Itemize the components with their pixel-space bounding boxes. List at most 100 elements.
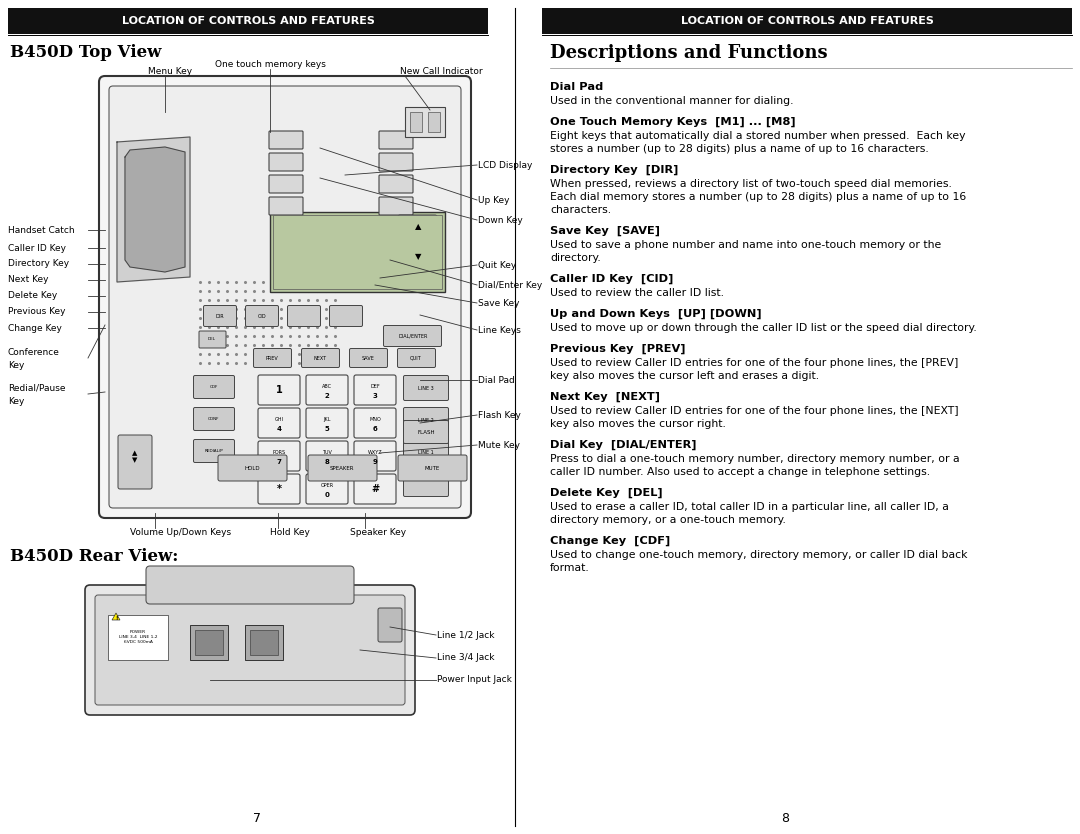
Text: Used to change one-touch memory, directory memory, or caller ID dial back: Used to change one-touch memory, directo… xyxy=(550,550,968,560)
FancyBboxPatch shape xyxy=(306,474,348,504)
FancyBboxPatch shape xyxy=(218,455,287,481)
Text: CONF: CONF xyxy=(208,417,219,421)
Text: Used to review Caller ID entries for one of the four phone lines, the [NEXT]: Used to review Caller ID entries for one… xyxy=(550,406,959,416)
Text: 0: 0 xyxy=(325,492,329,498)
Bar xyxy=(190,625,228,660)
Text: 5: 5 xyxy=(325,426,329,432)
FancyBboxPatch shape xyxy=(379,175,413,193)
FancyBboxPatch shape xyxy=(350,349,388,368)
Text: 9: 9 xyxy=(373,459,377,465)
Text: 4: 4 xyxy=(276,426,282,432)
Text: ▲: ▲ xyxy=(415,223,421,232)
Text: B450D Top View: B450D Top View xyxy=(10,44,161,61)
Bar xyxy=(245,625,283,660)
FancyBboxPatch shape xyxy=(354,375,396,405)
FancyBboxPatch shape xyxy=(301,349,339,368)
Text: Used to erase a caller ID, total caller ID in a particular line, all caller ID, : Used to erase a caller ID, total caller … xyxy=(550,502,949,512)
FancyBboxPatch shape xyxy=(269,153,303,171)
FancyBboxPatch shape xyxy=(269,197,303,215)
Text: DIR: DIR xyxy=(216,314,225,319)
Text: Change Key: Change Key xyxy=(8,324,62,333)
Text: HOLD: HOLD xyxy=(244,465,260,470)
Text: Key: Key xyxy=(8,396,25,405)
FancyBboxPatch shape xyxy=(95,595,405,705)
Text: Volume Up/Down Keys: Volume Up/Down Keys xyxy=(130,528,231,537)
Text: New Call Indicator: New Call Indicator xyxy=(400,67,483,76)
Text: 1: 1 xyxy=(275,385,282,395)
FancyBboxPatch shape xyxy=(397,349,435,368)
Text: MUTE: MUTE xyxy=(424,465,440,470)
Bar xyxy=(273,215,442,289)
Bar xyxy=(270,212,445,292)
Text: PORS: PORS xyxy=(272,450,285,455)
Text: Used in the conventional manner for dialing.: Used in the conventional manner for dial… xyxy=(550,96,794,106)
Text: Previous Key  [PREV]: Previous Key [PREV] xyxy=(550,344,686,354)
FancyBboxPatch shape xyxy=(269,175,303,193)
Text: Press to dial a one-touch memory number, directory memory number, or a: Press to dial a one-touch memory number,… xyxy=(550,454,960,464)
Bar xyxy=(8,8,488,34)
Text: One touch memory keys: One touch memory keys xyxy=(215,60,325,69)
Text: Each dial memory stores a number (up to 28 digits) plus a name of up to 16: Each dial memory stores a number (up to … xyxy=(550,192,967,202)
Text: ▼: ▼ xyxy=(415,253,421,262)
Text: Line 3/4 Jack: Line 3/4 Jack xyxy=(437,654,495,662)
Text: WXYZ: WXYZ xyxy=(367,450,382,455)
Text: TUV: TUV xyxy=(322,450,332,455)
FancyBboxPatch shape xyxy=(383,325,442,346)
FancyBboxPatch shape xyxy=(379,153,413,171)
Text: *: * xyxy=(276,484,282,494)
Text: Dial Pad: Dial Pad xyxy=(478,375,515,384)
FancyBboxPatch shape xyxy=(378,608,402,642)
FancyBboxPatch shape xyxy=(109,86,461,508)
Text: 8: 8 xyxy=(325,459,329,465)
Text: DIAL/ENTER: DIAL/ENTER xyxy=(399,334,428,339)
FancyBboxPatch shape xyxy=(306,408,348,438)
Text: Menu Key: Menu Key xyxy=(148,67,192,76)
Text: DEF: DEF xyxy=(370,384,380,389)
Text: caller ID number. Also used to accept a change in telephone settings.: caller ID number. Also used to accept a … xyxy=(550,467,930,477)
FancyBboxPatch shape xyxy=(404,471,448,496)
Bar xyxy=(542,8,1072,34)
Text: directory.: directory. xyxy=(550,253,600,263)
FancyBboxPatch shape xyxy=(399,455,467,481)
Text: Down Key: Down Key xyxy=(478,215,523,224)
Text: Speaker Key: Speaker Key xyxy=(350,528,406,537)
Text: QUIT: QUIT xyxy=(410,355,422,360)
Text: #: # xyxy=(370,484,379,494)
Bar xyxy=(410,112,422,132)
Text: Descriptions and Functions: Descriptions and Functions xyxy=(550,44,827,62)
FancyBboxPatch shape xyxy=(203,305,237,326)
FancyBboxPatch shape xyxy=(306,375,348,405)
Bar xyxy=(195,630,222,655)
Polygon shape xyxy=(125,147,185,272)
Bar xyxy=(108,615,168,660)
Text: 6: 6 xyxy=(373,426,377,432)
FancyBboxPatch shape xyxy=(379,197,413,215)
Text: Caller ID Key: Caller ID Key xyxy=(8,244,66,253)
Text: OPER: OPER xyxy=(321,483,334,488)
Text: 8: 8 xyxy=(781,811,789,825)
FancyBboxPatch shape xyxy=(258,375,300,405)
Text: Used to move up or down through the caller ID list or the speed dial directory.: Used to move up or down through the call… xyxy=(550,323,976,333)
Text: format.: format. xyxy=(550,563,590,573)
Text: Mute Key: Mute Key xyxy=(478,440,519,450)
Text: SAVE: SAVE xyxy=(362,355,375,360)
Text: Eight keys that automatically dial a stored number when pressed.  Each key: Eight keys that automatically dial a sto… xyxy=(550,131,966,141)
Bar xyxy=(428,112,440,132)
Text: MNO: MNO xyxy=(369,416,381,421)
Text: characters.: characters. xyxy=(550,205,611,215)
Text: Redial/Pause: Redial/Pause xyxy=(8,384,66,393)
Text: 2: 2 xyxy=(325,393,329,399)
Text: Next Key: Next Key xyxy=(8,275,49,284)
Text: REDIAL/P: REDIAL/P xyxy=(204,449,224,453)
Text: LCD Display: LCD Display xyxy=(478,160,532,169)
Text: Dial/Enter Key: Dial/Enter Key xyxy=(478,280,542,289)
Text: !: ! xyxy=(114,615,118,620)
Text: LOCATION OF CONTROLS AND FEATURES: LOCATION OF CONTROLS AND FEATURES xyxy=(122,16,375,26)
Text: LINE 3: LINE 3 xyxy=(418,385,434,390)
Text: key also moves the cursor right.: key also moves the cursor right. xyxy=(550,419,726,429)
Text: B450D Rear View:: B450D Rear View: xyxy=(10,548,178,565)
Text: Directory Key  [DIR]: Directory Key [DIR] xyxy=(550,165,678,175)
Text: Next Key  [NEXT]: Next Key [NEXT] xyxy=(550,392,660,402)
Text: Change Key  [CDF]: Change Key [CDF] xyxy=(550,536,671,546)
Text: When pressed, reviews a directory list of two-touch speed dial memories.: When pressed, reviews a directory list o… xyxy=(550,179,951,189)
